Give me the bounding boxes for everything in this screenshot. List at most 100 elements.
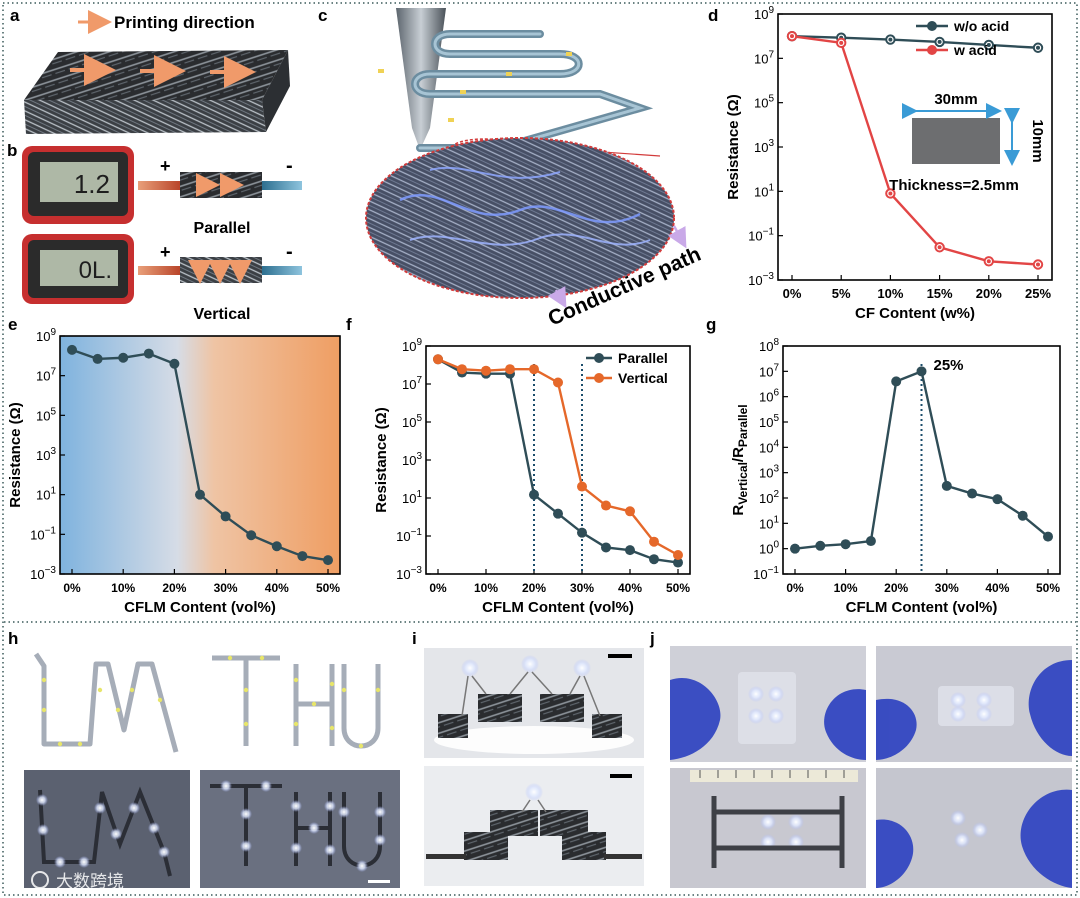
zoom-ellipse — [365, 137, 675, 299]
data-point — [118, 352, 129, 363]
led-dots-top — [41, 655, 381, 749]
legend-label: w acid — [953, 42, 997, 58]
y-tick-label: 105 — [759, 413, 779, 430]
data-point — [601, 500, 611, 511]
data-point — [967, 488, 978, 499]
data-point — [553, 377, 563, 388]
parallel-label: Parallel — [194, 220, 251, 237]
ruler — [690, 770, 858, 782]
y-tick-label: 101 — [754, 182, 774, 199]
y-tick-label: 10−3 — [748, 271, 774, 288]
data-point — [169, 358, 180, 369]
panel-i: i — [412, 629, 644, 886]
x-tick-label: 10% — [111, 581, 135, 595]
x-axis-label: CF Content (w%) — [855, 305, 975, 322]
x-tick-label: 40% — [618, 581, 642, 595]
x-tick-label: 0% — [786, 581, 804, 595]
panel-label-a: a — [10, 6, 20, 25]
photo-lm-lit — [24, 770, 190, 888]
y-axis-label: Resistance (Ω) — [7, 402, 24, 507]
data-point — [1043, 531, 1053, 542]
x-tick-label: 0% — [429, 581, 447, 595]
data-point — [649, 554, 659, 565]
data-point — [195, 489, 205, 500]
y-axis-label-part: Parallel — [736, 404, 750, 447]
data-point-core — [1036, 262, 1040, 267]
printing-direction-label: Printing direction — [114, 13, 255, 32]
panel-j: j — [649, 629, 1072, 888]
panel-c: c Conductive path — [318, 6, 704, 331]
legend-marker — [927, 21, 937, 31]
panel-label-b: b — [7, 141, 17, 160]
printed-block — [24, 50, 290, 134]
x-tick-label: 15% — [927, 286, 953, 301]
y-tick-label: 107 — [36, 367, 56, 384]
x-axis-label: CFLM Content (vol%) — [846, 599, 998, 616]
data-point — [992, 494, 1003, 505]
data-point — [67, 344, 77, 355]
chart-g: g 10−1 100 101 102 103 104 105 106 107 108 0% 10% 20%… — [706, 315, 1061, 616]
scale-bar-i-top — [608, 654, 632, 658]
inset-thickness-label: Thickness=2.5mm — [889, 177, 1019, 194]
data-point-core — [937, 245, 942, 250]
x-tick-label: 10% — [877, 286, 903, 301]
data-point-core — [937, 39, 942, 44]
y-tick-label: 105 — [754, 94, 774, 111]
data-point — [92, 353, 103, 364]
series-line-0 — [791, 34, 1039, 49]
x-tick-label: 20% — [162, 581, 186, 595]
minus-sign-top: - — [286, 155, 293, 177]
x-tick-label: 20% — [884, 581, 908, 595]
data-point — [840, 539, 851, 550]
chart-f: f 10−3 10−1 101 103 105 107 109 0% 10% 20% 30% 40% 50… — [346, 315, 691, 616]
legend-marker — [927, 45, 937, 55]
data-point — [1017, 510, 1028, 521]
y-tick-label: 107 — [402, 375, 422, 392]
y-tick-label: 108 — [759, 337, 779, 354]
x-tick-label: 10% — [474, 581, 498, 595]
data-point — [481, 365, 491, 376]
data-point — [505, 364, 515, 375]
multimeter-bottom: 0L. — [22, 234, 134, 304]
data-point — [297, 551, 308, 562]
y-tick-label: 103 — [36, 446, 56, 463]
wire-right-top — [262, 181, 302, 190]
data-point — [143, 348, 154, 359]
y-axis-label: Resistance (Ω) — [373, 407, 390, 512]
series-line-1 — [791, 34, 1039, 266]
chart-d: d 10−3 10−1 101 103 105 107 109 0% 5% 10% 15% 20% 25%… — [708, 5, 1053, 322]
panel-label-f: f — [346, 315, 352, 334]
y-tick-label: 10−1 — [396, 527, 422, 544]
vertical-label: Vertical — [194, 306, 251, 323]
data-point — [553, 508, 563, 519]
watermark-text: 大数跨境 — [56, 872, 124, 891]
legend-marker — [594, 353, 604, 363]
y-axis-label-part: R — [730, 505, 747, 516]
y-tick-label: 105 — [36, 406, 56, 423]
y-tick-label: 10−1 — [753, 565, 779, 582]
panel-a: a Printing direction — [10, 6, 290, 134]
data-point — [323, 555, 333, 566]
multimeter-reading-top: 1.2 — [74, 169, 110, 199]
y-tick-label: 109 — [754, 5, 774, 22]
x-tick-label: 20% — [976, 286, 1002, 301]
data-point-core — [986, 259, 991, 264]
plot-frame — [782, 345, 1061, 575]
panel-label-j: j — [649, 629, 655, 648]
x-tick-label: 50% — [666, 581, 690, 595]
y-tick-label: 103 — [759, 464, 779, 481]
y-axis-label: RVertical/RParallel — [730, 404, 750, 515]
x-tick-label: 20% — [522, 581, 546, 595]
data-point — [577, 481, 587, 492]
x-tick-label: 40% — [265, 581, 289, 595]
data-point-core — [986, 42, 991, 47]
data-point-core — [790, 34, 794, 39]
x-tick-label: 5% — [832, 286, 851, 301]
data-point — [891, 376, 902, 387]
series-line-0 — [437, 358, 679, 564]
y-tick-label: 105 — [402, 413, 422, 430]
printed-filament — [411, 30, 654, 152]
y-tick-label: 107 — [754, 49, 774, 66]
circuit-thu — [212, 655, 381, 749]
